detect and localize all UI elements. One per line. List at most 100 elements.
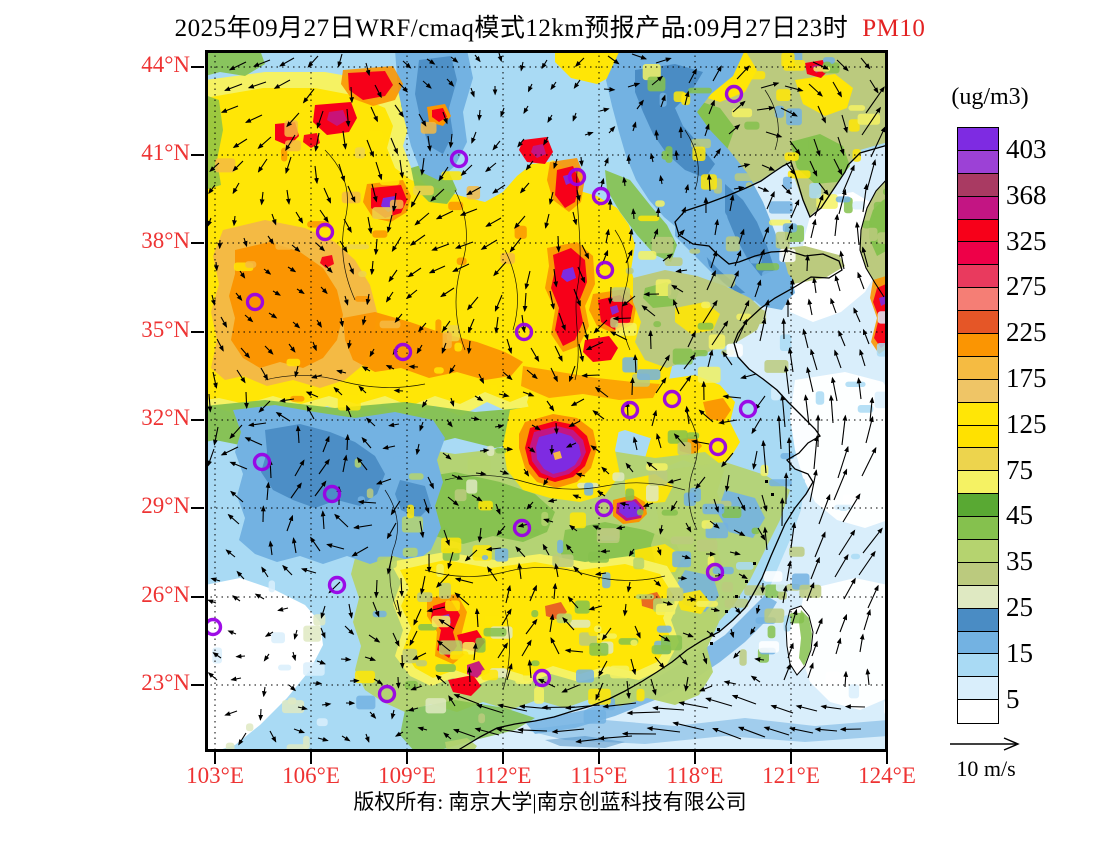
colorbar-tick-15: 15 — [1006, 637, 1033, 668]
city-marker — [252, 452, 272, 472]
colorbar-cell — [958, 128, 998, 151]
city-marker — [591, 186, 611, 206]
colorbar-cell — [958, 242, 998, 266]
colorbar-cell — [958, 654, 998, 678]
lat-tick — [191, 419, 204, 421]
colorbar-tick-368: 368 — [1006, 179, 1047, 210]
reference-arrow-icon — [950, 737, 1020, 751]
lon-label-103°E: 103°E — [186, 763, 244, 788]
city-marker — [594, 498, 614, 518]
colorbar-tick-403: 403 — [1006, 133, 1047, 164]
lon-tick — [886, 752, 888, 764]
colorbar-cell — [958, 677, 998, 701]
city-marker — [662, 389, 682, 409]
colorbar-cell — [958, 334, 998, 357]
lat-tick — [191, 331, 204, 333]
title-text: 2025年09月27日WRF/cmaq模式12km预报产品:09月27日23时 — [174, 15, 849, 42]
lat-label-35°N: 35°N — [141, 317, 190, 342]
city-marker — [567, 167, 587, 187]
lat-tick — [191, 66, 204, 68]
lon-tick — [694, 752, 696, 764]
colorbar-cell — [958, 150, 998, 174]
colorbar-cell — [958, 540, 998, 563]
colorbar-tick-25: 25 — [1006, 591, 1033, 622]
city-marker — [620, 400, 640, 420]
colorbar-cell — [958, 494, 998, 518]
city-marker — [532, 668, 552, 688]
colorbar-cell — [958, 265, 998, 289]
copyright-line: 版权所有: 南京大学|南京创蓝科技有限公司 — [353, 790, 747, 814]
lon-label-121°E: 121°E — [762, 763, 820, 788]
lon-tick — [502, 752, 504, 764]
colorbar-cell — [958, 402, 998, 426]
colorbar-tick-275: 275 — [1006, 271, 1047, 302]
colorbar-cell — [958, 196, 998, 220]
colorbar-tick-225: 225 — [1006, 317, 1047, 348]
colorbar-cell — [958, 585, 998, 609]
lon-tick — [310, 752, 312, 764]
colorbar-tick-125: 125 — [1006, 408, 1047, 439]
lat-label-32°N: 32°N — [141, 405, 190, 430]
colorbar-cell — [958, 700, 998, 724]
colorbar-tick-175: 175 — [1006, 362, 1047, 393]
lat-tick — [191, 242, 204, 244]
lon-tick — [790, 752, 792, 764]
city-marker — [514, 322, 534, 342]
colorbar-tick-45: 45 — [1006, 500, 1033, 531]
colorbar-cell — [958, 219, 998, 243]
title-species: PM10 — [862, 15, 926, 42]
reference-arrow-label: 10 m/s — [956, 756, 1016, 781]
city-marker — [393, 342, 413, 362]
city-marker — [724, 84, 744, 104]
colorbar-cell — [958, 517, 998, 541]
city-marker — [708, 437, 728, 457]
wind-reference-legend: 10 m/s — [941, 735, 1031, 782]
colorbar-cell — [958, 379, 998, 403]
lon-label-118°E: 118°E — [666, 763, 724, 788]
colorbar-tick-75: 75 — [1006, 454, 1033, 485]
lat-tick — [191, 596, 204, 598]
city-marker — [327, 575, 347, 595]
colorbar-cell — [958, 425, 998, 449]
city-marker — [322, 484, 342, 504]
colorbar-cell — [958, 448, 998, 472]
city-marker — [705, 562, 725, 582]
colorbar — [957, 127, 999, 725]
lat-label-44°N: 44°N — [141, 52, 190, 77]
lat-label-38°N: 38°N — [141, 228, 190, 253]
lat-tick — [191, 154, 204, 156]
lat-tick — [191, 684, 204, 686]
colorbar-cell — [958, 471, 998, 495]
colorbar-cell — [958, 311, 998, 335]
colorbar-tick-35: 35 — [1006, 546, 1033, 577]
colorbar-unit-label: (ug/m3) — [951, 84, 1029, 110]
city-marker — [738, 399, 758, 419]
city-marker — [449, 149, 469, 169]
lat-label-41°N: 41°N — [141, 140, 190, 165]
figure-title: 2025年09月27日WRF/cmaq模式12km预报产品:09月27日23时 P… — [0, 8, 1100, 44]
colorbar-cell — [958, 356, 998, 380]
lat-label-29°N: 29°N — [141, 493, 190, 518]
lat-tick — [191, 507, 204, 509]
colorbar-tick-5: 5 — [1006, 683, 1020, 714]
city-marker — [377, 684, 397, 704]
colorbar-cell — [958, 173, 998, 197]
lon-label-112°E: 112°E — [474, 763, 532, 788]
lat-label-23°N: 23°N — [141, 670, 190, 695]
colorbar-tick-325: 325 — [1006, 225, 1047, 256]
colorbar-cell — [958, 288, 998, 312]
lat-label-26°N: 26°N — [141, 582, 190, 607]
colorbar-cell — [958, 562, 998, 586]
lon-label-115°E: 115°E — [570, 763, 628, 788]
city-marker — [315, 222, 335, 242]
colorbar-cell — [958, 608, 998, 632]
colorbar-cell — [958, 631, 998, 655]
lon-label-124°E: 124°E — [858, 763, 916, 788]
lon-tick — [406, 752, 408, 764]
city-marker — [595, 260, 615, 280]
map-canvas — [205, 50, 888, 752]
city-marker — [245, 292, 265, 312]
lon-tick — [214, 752, 216, 764]
lon-label-109°E: 109°E — [378, 763, 436, 788]
